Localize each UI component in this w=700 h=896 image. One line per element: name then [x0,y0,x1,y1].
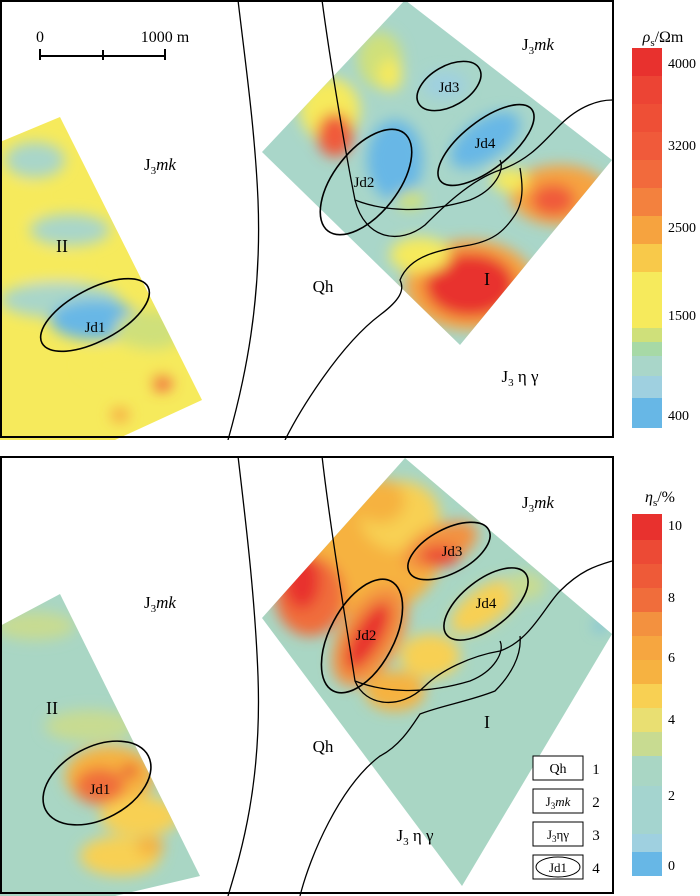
polarizability-tick-10: 10 [668,519,682,534]
legend-number-2: 2 [592,795,600,811]
anomaly-jd4-label: Jd4 [475,136,496,152]
resistivity-colorbar-title: ρs/Ωm [642,29,684,49]
unit-j3mk-left-label: J3mk [144,155,176,177]
legend-symbol-qh: Qh [549,762,566,777]
resistivity-map-frame [0,0,614,438]
polarizability-colorbar: ηs/% 10 8 6 4 2 0 [632,489,682,876]
anomaly-ellipses-bottom [42,521,529,826]
zone-i-label: I [484,269,490,289]
resistivity-tick-400: 400 [668,409,689,424]
anomaly-jd1-label-bottom: Jd1 [90,782,111,798]
resistivity-map-panel: Jd3 Jd4 Jd2 Jd1 J3mk J3mk Qh J3 η γ I II… [0,0,700,440]
unit-j3mk-top-label: J3mk [522,35,554,57]
legend-symbol-granite: J3ηγ [547,827,569,844]
legend-number-3: 3 [592,828,600,844]
polarizability-tick-2: 2 [668,789,675,804]
anomaly-jd1-ellipse-bottom [42,740,152,826]
anomaly-jd2-ellipse-bottom [320,578,404,694]
anomaly-jd1-label: Jd1 [85,320,106,336]
anomaly-jd2-label-bottom: Jd2 [356,628,377,644]
anomaly-ellipses [39,60,535,353]
polarizability-colorbar-title: ηs/% [645,489,675,509]
anomaly-jd3-label-bottom: Jd3 [442,544,463,560]
anomaly-jd2-ellipse [319,128,413,236]
unit-granite-label-bottom: J3 η γ [396,826,434,848]
legend-number-4: 4 [592,861,600,877]
unit-qh-label: Qh [313,277,334,296]
anomaly-jd2-label: Jd2 [354,175,375,191]
contact-line-south-bottom [299,635,521,896]
contact-line-south [284,167,523,440]
polarizability-tick-8: 8 [668,591,675,606]
anomaly-jd4-ellipse-bottom [443,567,529,641]
resistivity-colorbar: ρs/Ωm 4000 3200 2500 1500 400 [632,29,696,428]
zone-ii-label-bottom: II [46,698,58,718]
unit-qh-label-bottom: Qh [313,737,334,756]
legend-symbol-jd1: Jd1 [549,860,567,875]
geologic-contacts [227,0,613,440]
resistivity-tick-1500: 1500 [668,309,696,324]
anomaly-jd4-label-bottom: Jd4 [476,596,497,612]
polarizability-tick-0: 0 [668,859,675,874]
contact-line-west [227,0,260,440]
scale-bar: 0 1000 m [36,29,190,60]
polarizability-tick-6: 6 [668,651,675,666]
resistivity-map-svg: Jd3 Jd4 Jd2 Jd1 J3mk J3mk Qh J3 η γ I II… [0,0,696,440]
geologic-contacts-bottom [227,456,613,896]
zone-ii-label: II [56,236,68,256]
contact-line-loop [354,159,502,211]
anomaly-jd3-ellipse [416,60,482,112]
zone-i-label-bottom: I [484,712,490,732]
anomaly-jd3-label: Jd3 [439,80,460,96]
anomaly-jd4-ellipse [437,103,535,187]
legend-number-1: 1 [592,762,600,778]
polarizability-map-svg: Jd3 Jd4 Jd2 Jd1 J3mk J3mk Qh J3 η γ I II… [0,456,682,896]
contact-line-east-bottom [321,456,613,703]
polarizability-tick-4: 4 [668,713,675,728]
map-legend: Qh 1 J3mk 2 J3ηγ 3 Jd1 4 [532,755,600,880]
anomaly-jd1-ellipse [39,277,151,353]
resistivity-tick-4000: 4000 [668,57,696,72]
unit-granite-label: J3 η γ [501,367,539,389]
contact-line-west-bottom [227,456,260,896]
scale-bar-end-label: 1000 m [141,29,190,46]
polarizability-map-frame [0,456,614,894]
contact-line-east [321,0,613,238]
resistivity-tick-2500: 2500 [668,221,696,236]
anomaly-jd3-ellipse-bottom [407,521,491,581]
legend-symbol-j3mk: J3mk [546,794,571,811]
contact-line-loop-bottom [354,640,502,692]
polarizability-map-panel: Jd3 Jd4 Jd2 Jd1 J3mk J3mk Qh J3 η γ I II… [0,456,700,896]
resistivity-strip-block [0,117,202,440]
unit-j3mk-top-label-bottom: J3mk [522,493,554,515]
unit-j3mk-left-label-bottom: J3mk [144,593,176,615]
resistivity-tick-3200: 3200 [668,139,696,154]
polarizability-strip-block [0,594,200,896]
scale-bar-zero-label: 0 [36,29,44,46]
